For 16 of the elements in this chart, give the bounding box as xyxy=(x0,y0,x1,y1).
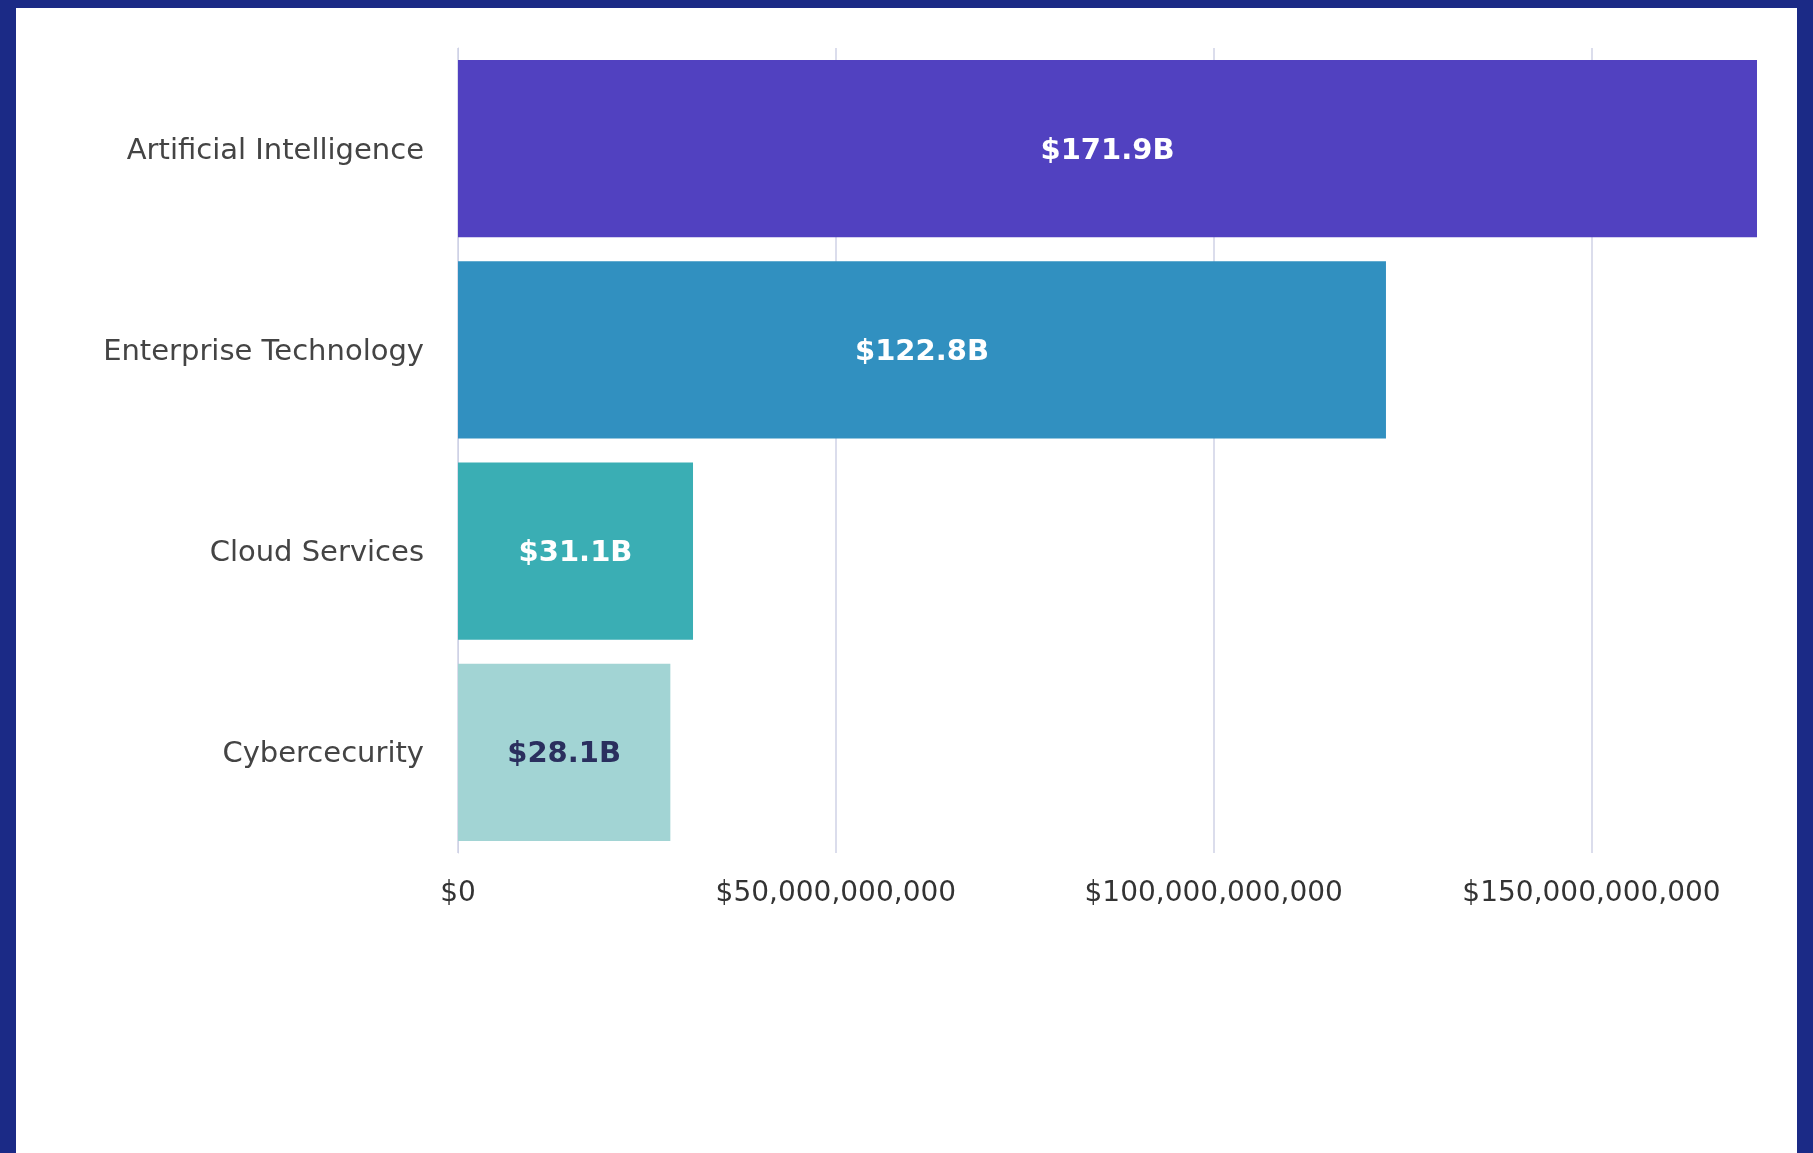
y-tick-label: Enterprise Technology xyxy=(103,332,424,367)
bar xyxy=(458,60,1757,238)
data-label: $171.9B xyxy=(1040,131,1175,166)
x-tick-label: $50,000,000,000 xyxy=(715,874,957,908)
y-tick-label: Cloud Services xyxy=(209,534,424,569)
y-tick-label: Artificial Intelligence xyxy=(126,131,424,166)
data-label: $31.1B xyxy=(518,534,633,569)
data-label: $28.1B xyxy=(507,735,622,770)
y-tick-label: Cybercecurity xyxy=(222,735,424,770)
x-tick-label: $100,000,000,000 xyxy=(1084,874,1343,908)
x-tick-label: $0 xyxy=(440,874,476,908)
bar xyxy=(458,462,694,640)
bar xyxy=(458,663,671,841)
data-label: $122.8B xyxy=(854,332,989,367)
bar xyxy=(458,261,1386,439)
x-tick-label: $150,000,000,000 xyxy=(1462,874,1721,908)
